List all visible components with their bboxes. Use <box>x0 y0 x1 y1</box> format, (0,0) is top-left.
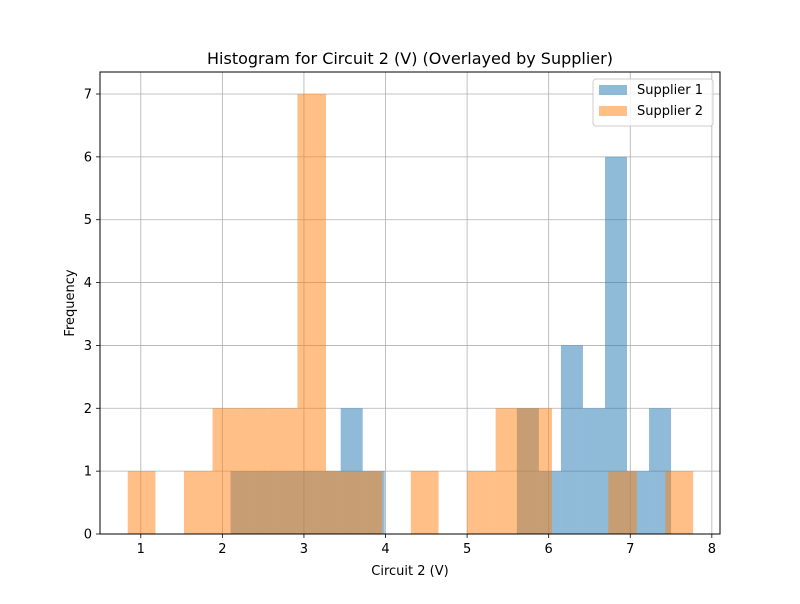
y-axis-ticks: 0 1 2 3 4 5 6 7 <box>84 88 100 543</box>
x-tick-label: 6 <box>545 542 553 557</box>
x-axis-ticks: 1 2 3 4 5 6 7 8 <box>137 534 716 557</box>
x-tick-label: 8 <box>708 542 716 557</box>
histogram-bar-supplier-2 <box>212 408 242 534</box>
histogram-bar-supplier-2 <box>297 94 326 534</box>
legend: Supplier 1 Supplier 2 <box>592 78 714 127</box>
histogram-bar-supplier-2 <box>241 408 269 534</box>
y-tick-label: 5 <box>84 213 92 228</box>
y-tick-label: 0 <box>84 528 92 543</box>
histogram-bar-supplier-2 <box>523 408 552 534</box>
histogram-bar-supplier-2 <box>325 471 354 534</box>
legend-swatch-supplier-2 <box>599 106 627 116</box>
histogram-bar-supplier-2 <box>268 408 298 534</box>
histogram-bar-supplier-2 <box>127 471 156 534</box>
histogram-bar-supplier-1 <box>560 345 583 534</box>
x-axis-label: Circuit 2 (V) <box>371 564 448 579</box>
histogram-bar-supplier-2 <box>495 408 524 534</box>
histogram-bar-supplier-2 <box>665 471 694 534</box>
histogram-bars <box>127 94 694 534</box>
histogram-bar-supplier-2 <box>608 471 637 534</box>
x-tick-label: 7 <box>626 542 634 557</box>
x-tick-label: 2 <box>218 542 226 557</box>
histogram-bar-supplier-1 <box>604 156 627 534</box>
x-tick-label: 1 <box>137 542 145 557</box>
y-tick-label: 2 <box>84 402 92 417</box>
x-tick-label: 5 <box>463 542 471 557</box>
legend-label-supplier-1: Supplier 1 <box>637 83 703 98</box>
histogram-bar-supplier-1 <box>582 408 605 534</box>
plot-frame <box>99 71 721 535</box>
x-tick-label: 3 <box>300 542 308 557</box>
y-tick-label: 3 <box>84 339 92 354</box>
y-axis-label: Frequency <box>63 269 78 336</box>
y-tick-label: 1 <box>84 465 92 480</box>
y-tick-label: 4 <box>84 276 92 291</box>
legend-swatch-supplier-1 <box>599 85 627 95</box>
histogram-bar-supplier-2 <box>184 471 213 534</box>
y-tick-label: 6 <box>84 150 92 165</box>
x-tick-label: 4 <box>381 542 389 557</box>
histogram-bar-supplier-2 <box>353 471 383 534</box>
legend-label-supplier-2: Supplier 2 <box>637 104 703 119</box>
chart-title: Histogram for Circuit 2 (V) (Overlayed b… <box>207 49 613 68</box>
histogram-bar-supplier-2 <box>467 471 496 534</box>
y-tick-label: 7 <box>84 88 92 103</box>
histogram-bar-supplier-2 <box>410 471 439 534</box>
